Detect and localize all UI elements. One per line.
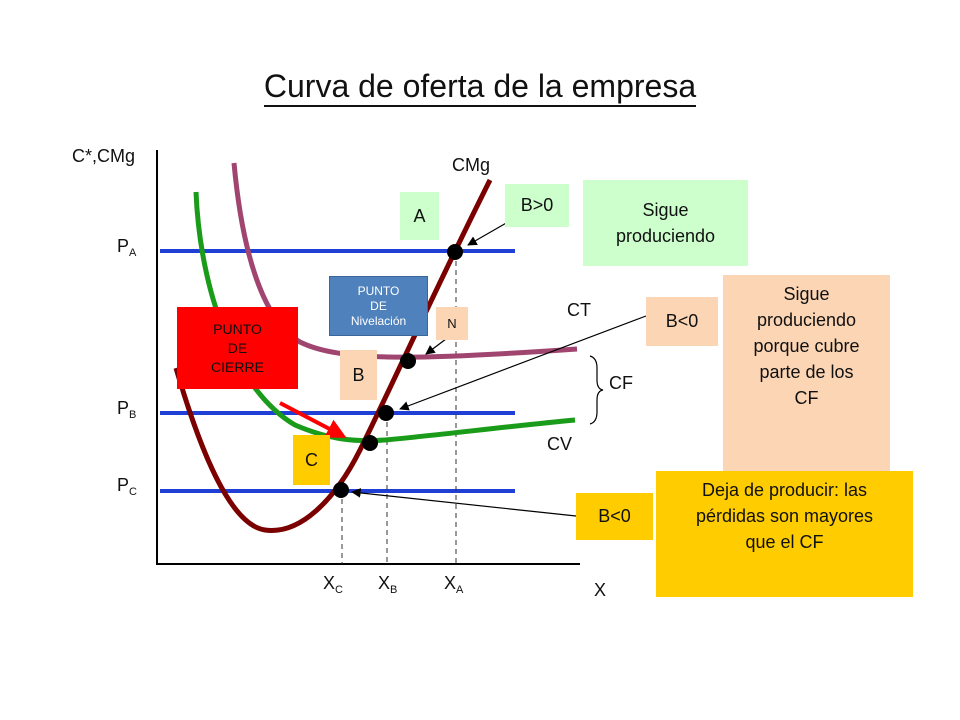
point-n (400, 353, 416, 369)
box-n: N (436, 307, 468, 340)
price-label-pb: PB (117, 398, 137, 421)
price-label-pc: PC (117, 475, 137, 498)
cf-brace (589, 355, 604, 425)
arrow-bneg2 (351, 488, 577, 517)
profit-negative-box-1: B<0 (646, 297, 718, 346)
slide-title: Curva de oferta de la empresa (0, 68, 960, 107)
x-axis-label: X (594, 580, 607, 600)
price-label-pa: PA (117, 236, 137, 259)
arrow-bneg1 (399, 315, 647, 411)
point-a (447, 244, 463, 260)
ct-label: CT (567, 300, 591, 320)
quantity-label-xc: XC (323, 573, 343, 596)
profit-positive-box: B>0 (505, 184, 569, 227)
quantity-label-xb: XB (378, 573, 398, 596)
punto-nivelacion-box: PUNTO DE Nivelación (329, 276, 428, 336)
arrow-bpos (467, 221, 509, 246)
note-deja-de-producir: Deja de producir: las pérdidas son mayor… (656, 471, 913, 597)
quantity-label-xa: XA (444, 573, 464, 596)
profit-negative-box-2: B<0 (576, 493, 653, 540)
box-b: B (340, 350, 377, 400)
cv-label: CV (547, 434, 573, 454)
note-sigue-cubre-cf: Sigue produciendo porque cubre parte de … (723, 275, 890, 475)
box-c: C (293, 435, 330, 485)
ct-curve (231, 162, 578, 360)
y-axis-label: C*,CMg (72, 146, 136, 166)
punto-cierre-box: PUNTO DE CIERRE (177, 307, 298, 389)
point-b (378, 405, 394, 421)
note-sigue-produciendo: Sigue produciendo (583, 180, 748, 266)
arrow-cierre (279, 401, 347, 438)
cf-label: CF (609, 373, 633, 393)
cmg-label: CMg (452, 155, 491, 175)
point-c (333, 482, 349, 498)
box-a: A (400, 192, 439, 240)
point-cierre (362, 435, 378, 451)
